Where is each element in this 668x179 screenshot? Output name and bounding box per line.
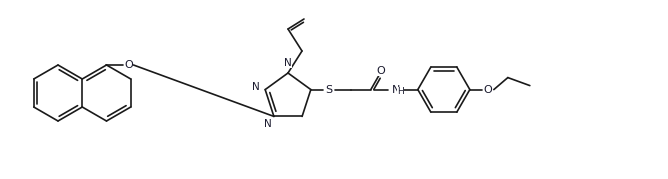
Text: N: N xyxy=(252,82,260,92)
Text: N: N xyxy=(284,58,292,68)
Text: S: S xyxy=(325,85,333,95)
Text: H: H xyxy=(397,87,404,96)
Text: O: O xyxy=(377,66,385,76)
Text: N: N xyxy=(391,85,400,95)
Text: O: O xyxy=(124,60,133,70)
Text: N: N xyxy=(265,119,272,129)
Text: O: O xyxy=(484,85,492,95)
